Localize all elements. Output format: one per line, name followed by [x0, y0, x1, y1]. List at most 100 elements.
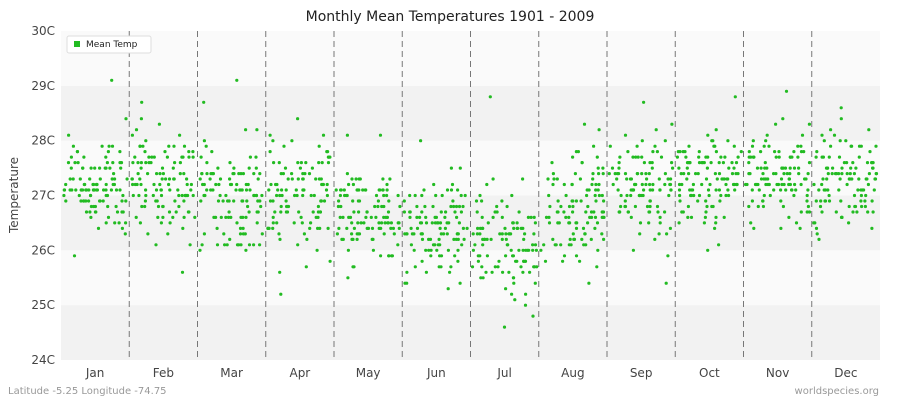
- data-point: [121, 210, 125, 214]
- data-point: [775, 182, 779, 187]
- data-point: [136, 161, 140, 165]
- data-point: [161, 204, 165, 209]
- data-point: [524, 248, 528, 252]
- data-point: [724, 182, 728, 187]
- y-tick-label: 29C: [31, 79, 55, 93]
- data-point: [319, 177, 323, 181]
- data-point: [295, 193, 299, 198]
- data-point: [848, 177, 852, 181]
- data-point: [325, 182, 329, 187]
- data-point: [814, 155, 818, 159]
- x-tick-label: Sep: [630, 366, 653, 380]
- data-point: [528, 270, 532, 274]
- data-point: [304, 265, 308, 269]
- data-point: [398, 204, 402, 209]
- data-point: [689, 215, 694, 219]
- data-point: [864, 193, 868, 198]
- data-point: [79, 199, 83, 203]
- data-point: [750, 188, 754, 192]
- data-point: [854, 166, 858, 170]
- data-point: [544, 215, 549, 219]
- data-point: [117, 221, 121, 225]
- data-point: [104, 166, 108, 170]
- data-point: [304, 161, 308, 165]
- data-point: [829, 144, 833, 148]
- data-point: [271, 215, 275, 219]
- data-point: [163, 150, 167, 154]
- data-point: [638, 232, 642, 236]
- data-point: [364, 215, 368, 219]
- data-point: [296, 177, 300, 181]
- data-point: [669, 188, 673, 192]
- data-point: [424, 248, 428, 252]
- data-point: [470, 265, 475, 269]
- data-point: [303, 172, 307, 176]
- data-point: [205, 188, 209, 192]
- data-point: [617, 161, 621, 165]
- data-point: [671, 166, 675, 170]
- data-point: [593, 215, 598, 219]
- data-point: [703, 215, 708, 219]
- data-point: [235, 221, 239, 225]
- data-point: [857, 144, 862, 148]
- data-point: [224, 215, 228, 219]
- data-point: [504, 237, 508, 241]
- grid-band: [61, 31, 880, 86]
- y-tick-label: 28C: [31, 134, 55, 148]
- data-point: [640, 193, 644, 198]
- data-point: [361, 188, 365, 192]
- data-point: [191, 155, 195, 159]
- data-point: [301, 188, 305, 192]
- data-point: [228, 177, 232, 181]
- data-point: [547, 215, 551, 219]
- data-point: [351, 182, 355, 187]
- data-point: [774, 155, 778, 159]
- data-point: [252, 193, 256, 198]
- data-point: [867, 172, 872, 176]
- data-point: [352, 226, 356, 230]
- data-point: [378, 133, 383, 137]
- data-point: [424, 270, 428, 274]
- data-point: [422, 188, 426, 192]
- data-point: [409, 243, 413, 247]
- data-point: [123, 232, 127, 236]
- data-point: [382, 193, 386, 198]
- data-point: [781, 166, 785, 170]
- data-point: [514, 259, 518, 263]
- data-point: [751, 155, 755, 159]
- y-tick-label: 24C: [31, 353, 55, 367]
- data-point: [794, 221, 799, 225]
- data-point: [202, 182, 206, 187]
- data-point: [408, 193, 412, 198]
- data-point: [583, 232, 587, 236]
- data-point: [325, 193, 329, 198]
- data-point: [443, 226, 447, 230]
- data-point: [452, 204, 456, 209]
- data-point: [260, 193, 264, 198]
- data-point: [629, 177, 634, 181]
- data-point: [178, 172, 182, 176]
- data-point: [780, 182, 784, 187]
- data-point: [568, 221, 572, 225]
- data-point: [638, 221, 643, 225]
- data-point: [552, 177, 556, 181]
- data-point: [593, 226, 597, 230]
- data-point: [124, 117, 128, 121]
- data-point: [788, 155, 792, 159]
- data-point: [314, 177, 318, 181]
- data-point: [523, 303, 528, 307]
- data-point: [189, 188, 193, 192]
- data-point: [550, 161, 554, 165]
- data-point: [700, 182, 704, 187]
- data-point: [812, 182, 816, 187]
- data-point: [309, 193, 313, 198]
- data-point: [650, 166, 654, 170]
- data-point: [252, 243, 256, 247]
- data-point: [833, 172, 838, 176]
- data-point: [579, 199, 583, 203]
- x-tick-label: Mar: [220, 366, 243, 380]
- data-point: [326, 226, 330, 230]
- data-point: [81, 166, 85, 170]
- data-point: [266, 226, 270, 230]
- data-point: [180, 193, 184, 198]
